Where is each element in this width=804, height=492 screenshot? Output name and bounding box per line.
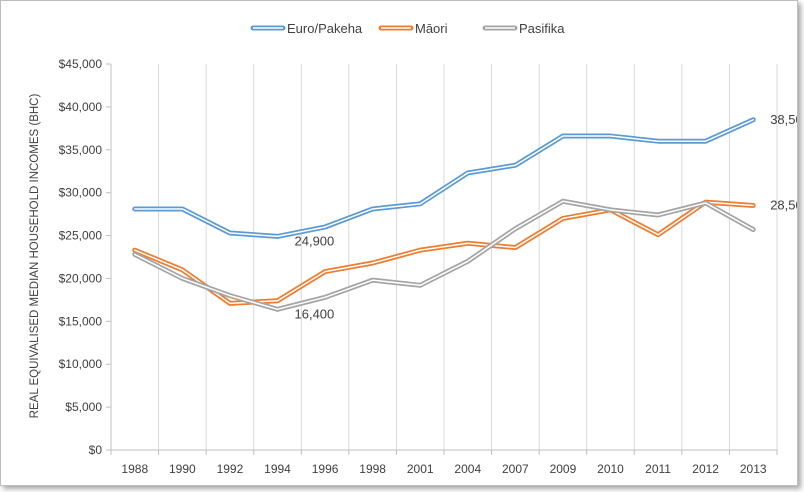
- x-tick-label: 2009: [550, 462, 577, 476]
- x-tick-label: 1998: [359, 462, 386, 476]
- y-axis-ticks: $0 $5,000 $10,000 $15,000 $20,000 $25,000 $30,…: [59, 57, 111, 457]
- series-line-core: [134, 200, 754, 311]
- x-tick-label: 2010: [597, 462, 624, 476]
- legend-label: Māori: [415, 21, 448, 36]
- legend: Euro/Pakeha Māori Pasifika: [250, 21, 565, 36]
- x-tick-label: 1990: [169, 462, 196, 476]
- y-tick-label: $25,000: [59, 229, 103, 243]
- x-tick-label: 2012: [692, 462, 719, 476]
- y-tick-label: $5,000: [65, 400, 102, 414]
- y-tick-label: $45,000: [59, 57, 103, 71]
- data-label: 28,500: [770, 198, 797, 213]
- y-tick-label: $10,000: [59, 357, 103, 371]
- series-line-core: [134, 201, 754, 305]
- legend-label: Euro/Pakeha: [287, 21, 363, 36]
- data-annotations: 24,900 16,400 38,500 28,500: [295, 112, 798, 322]
- series-line-core: [134, 119, 754, 238]
- x-tick-label: 2011: [645, 462, 671, 476]
- legend-item: Euro/Pakeha: [250, 21, 363, 36]
- grid-lines: [110, 64, 778, 450]
- y-tick-label: $30,000: [59, 186, 103, 200]
- series-pasifika: [132, 198, 756, 312]
- y-tick-label: $40,000: [59, 100, 103, 114]
- x-tick-label: 2007: [502, 462, 529, 476]
- legend-item: Māori: [378, 21, 448, 36]
- legend-label: Pasifika: [519, 21, 565, 36]
- data-label: 24,900: [295, 233, 335, 248]
- x-tick-label: 1988: [121, 462, 148, 476]
- x-tick-label: 2004: [454, 462, 481, 476]
- data-label: 38,500: [770, 112, 797, 127]
- y-tick-label: $35,000: [59, 143, 103, 157]
- series-euro-pakeha: [132, 117, 756, 239]
- series-m-ori: [132, 199, 756, 306]
- y-tick-label: $20,000: [59, 271, 103, 285]
- x-tick-label: 2013: [740, 462, 767, 476]
- x-axis-ticks: 1988 1990 1992 1994 1996 1998 2001 2004 2007 2009…: [110, 450, 778, 476]
- data-label: 16,400: [295, 306, 335, 321]
- legend-item: Pasifika: [482, 21, 565, 36]
- x-tick-label: 1992: [217, 462, 244, 476]
- line-chart: $0 $5,000 $10,000 $15,000 $20,000 $25,000 $30,…: [29, 21, 798, 476]
- x-tick-label: 2001: [407, 462, 434, 476]
- y-tick-label: $15,000: [59, 314, 103, 328]
- series-lines: [132, 117, 756, 312]
- x-tick-label: 1996: [312, 462, 339, 476]
- x-tick-label: 1994: [264, 462, 291, 476]
- y-tick-label: $0: [89, 443, 103, 457]
- y-axis-label: REAL EQUIVALISED MEDIAN HOUSEHOLD INCOME…: [29, 94, 41, 419]
